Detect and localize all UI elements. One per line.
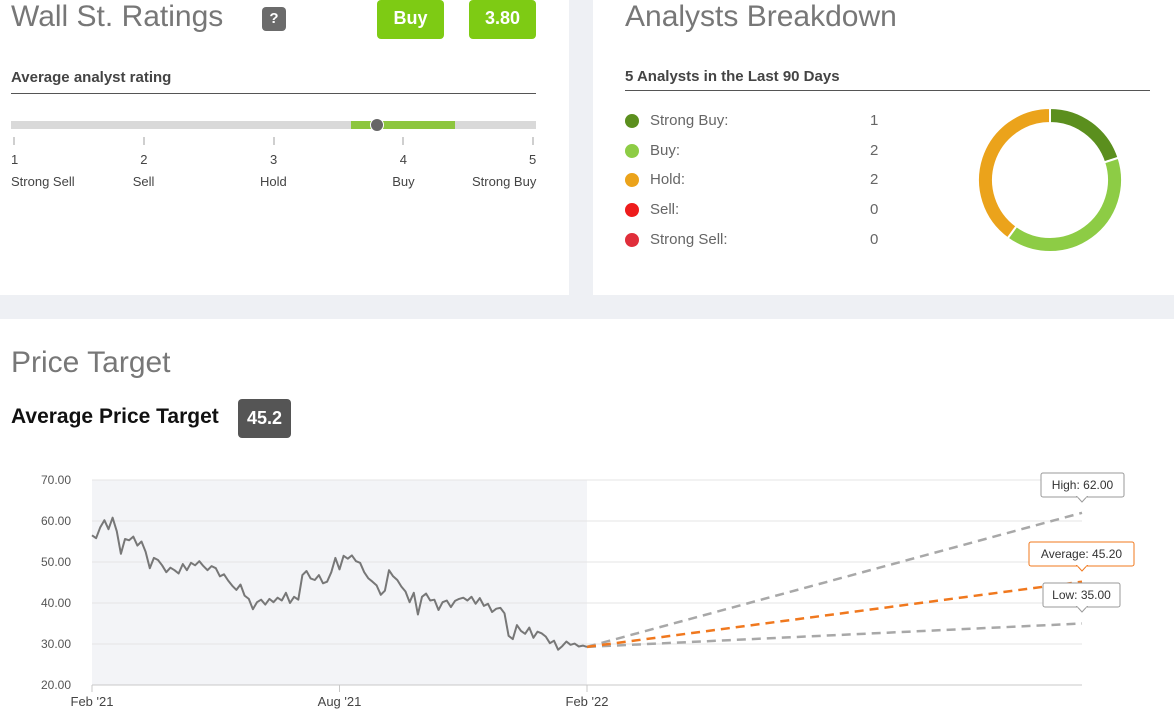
- callout-pointer-high: [1075, 496, 1089, 503]
- forecast-line-average: [586, 580, 1083, 649]
- y-tick-label: 50.00: [41, 555, 71, 569]
- scale-number: 1: [11, 152, 19, 167]
- y-tick-label: 30.00: [41, 637, 71, 651]
- rating-marker: [370, 118, 385, 132]
- scale-number: 4: [399, 152, 407, 167]
- callout-label-average: Average: 45.20: [1041, 547, 1123, 561]
- breakdown-subtitle: 5 Analysts in the Last 90 Days: [625, 68, 840, 85]
- history-shade: [92, 480, 587, 685]
- legend-label: Strong Sell:: [650, 230, 728, 248]
- rating-range-band: [351, 121, 456, 129]
- legend-count: 2: [870, 141, 879, 159]
- ratings-title: Wall St. Ratings: [11, 0, 224, 33]
- scale-label: Hold: [260, 174, 287, 189]
- donut-slice: [1006, 156, 1123, 253]
- heading-rule: [11, 93, 536, 94]
- y-tick-label: 60.00: [41, 514, 71, 528]
- callout-label-high: High: 62.00: [1052, 478, 1114, 492]
- forecast-line-low: [586, 622, 1083, 649]
- legend-swatch: [625, 114, 639, 128]
- legend-count: 0: [870, 201, 879, 219]
- price-history-line: [91, 516, 588, 651]
- legend-count: 0: [870, 230, 879, 248]
- donut-slice: [977, 106, 1051, 240]
- column-divider: [569, 0, 593, 295]
- legend-label: Buy:: [650, 141, 681, 159]
- scale-number: 2: [140, 152, 148, 167]
- y-tick-label: 40.00: [41, 596, 71, 610]
- average-price-target-badge: 45.2: [238, 399, 291, 438]
- legend-count: 2: [870, 171, 879, 189]
- help-icon[interactable]: ?: [262, 7, 286, 31]
- scale-label: Sell: [132, 174, 155, 189]
- rating-value-badge: 3.80: [469, 0, 536, 39]
- x-tick-label: Feb '21: [71, 694, 114, 709]
- breakdown-rule: [625, 90, 1150, 91]
- callout-pointer-low: [1075, 606, 1089, 613]
- scale-tick: [272, 137, 275, 145]
- x-tick-label: Feb '22: [566, 694, 609, 709]
- scale-tick: [13, 137, 15, 145]
- section-separator-band: [0, 295, 1174, 319]
- legend-count: 1: [870, 112, 879, 129]
- legend-swatch: [625, 232, 639, 247]
- y-tick-label: 20.00: [41, 678, 71, 692]
- average-rating-heading: Average analyst rating: [11, 69, 172, 86]
- scale-tick: [402, 137, 405, 145]
- legend-label: Hold:: [650, 171, 686, 189]
- scale-number: 5: [529, 152, 537, 167]
- legend-label: Sell:: [650, 201, 680, 219]
- legend-swatch: [625, 203, 639, 218]
- legend-swatch: [625, 143, 639, 158]
- legend-swatch: [625, 173, 639, 188]
- scale-tick: [532, 137, 534, 145]
- rating-scale-track: [11, 121, 536, 129]
- price-target-title: Price Target: [11, 346, 171, 379]
- breakdown-title: Analysts Breakdown: [625, 0, 897, 33]
- scale-tick: [142, 137, 145, 145]
- callout-pointer-average: [1075, 565, 1089, 572]
- scale-label: Buy: [392, 174, 415, 189]
- forecast-line-high: [586, 511, 1083, 649]
- x-tick-label: Aug '21: [318, 694, 362, 709]
- y-tick-label: 70.00: [41, 473, 71, 487]
- breakdown-donut-chart: [977, 106, 1123, 253]
- average-price-target-label: Average Price Target: [11, 405, 219, 428]
- callout-label-low: Low: 35.00: [1052, 588, 1111, 602]
- scale-label: Strong Buy: [472, 174, 537, 189]
- scale-number: 3: [270, 152, 278, 167]
- donut-slice: [1049, 106, 1120, 164]
- legend-label: Strong Buy:: [650, 112, 729, 129]
- rating-label-badge: Buy: [377, 0, 444, 39]
- scale-label: Strong Sell: [11, 174, 75, 189]
